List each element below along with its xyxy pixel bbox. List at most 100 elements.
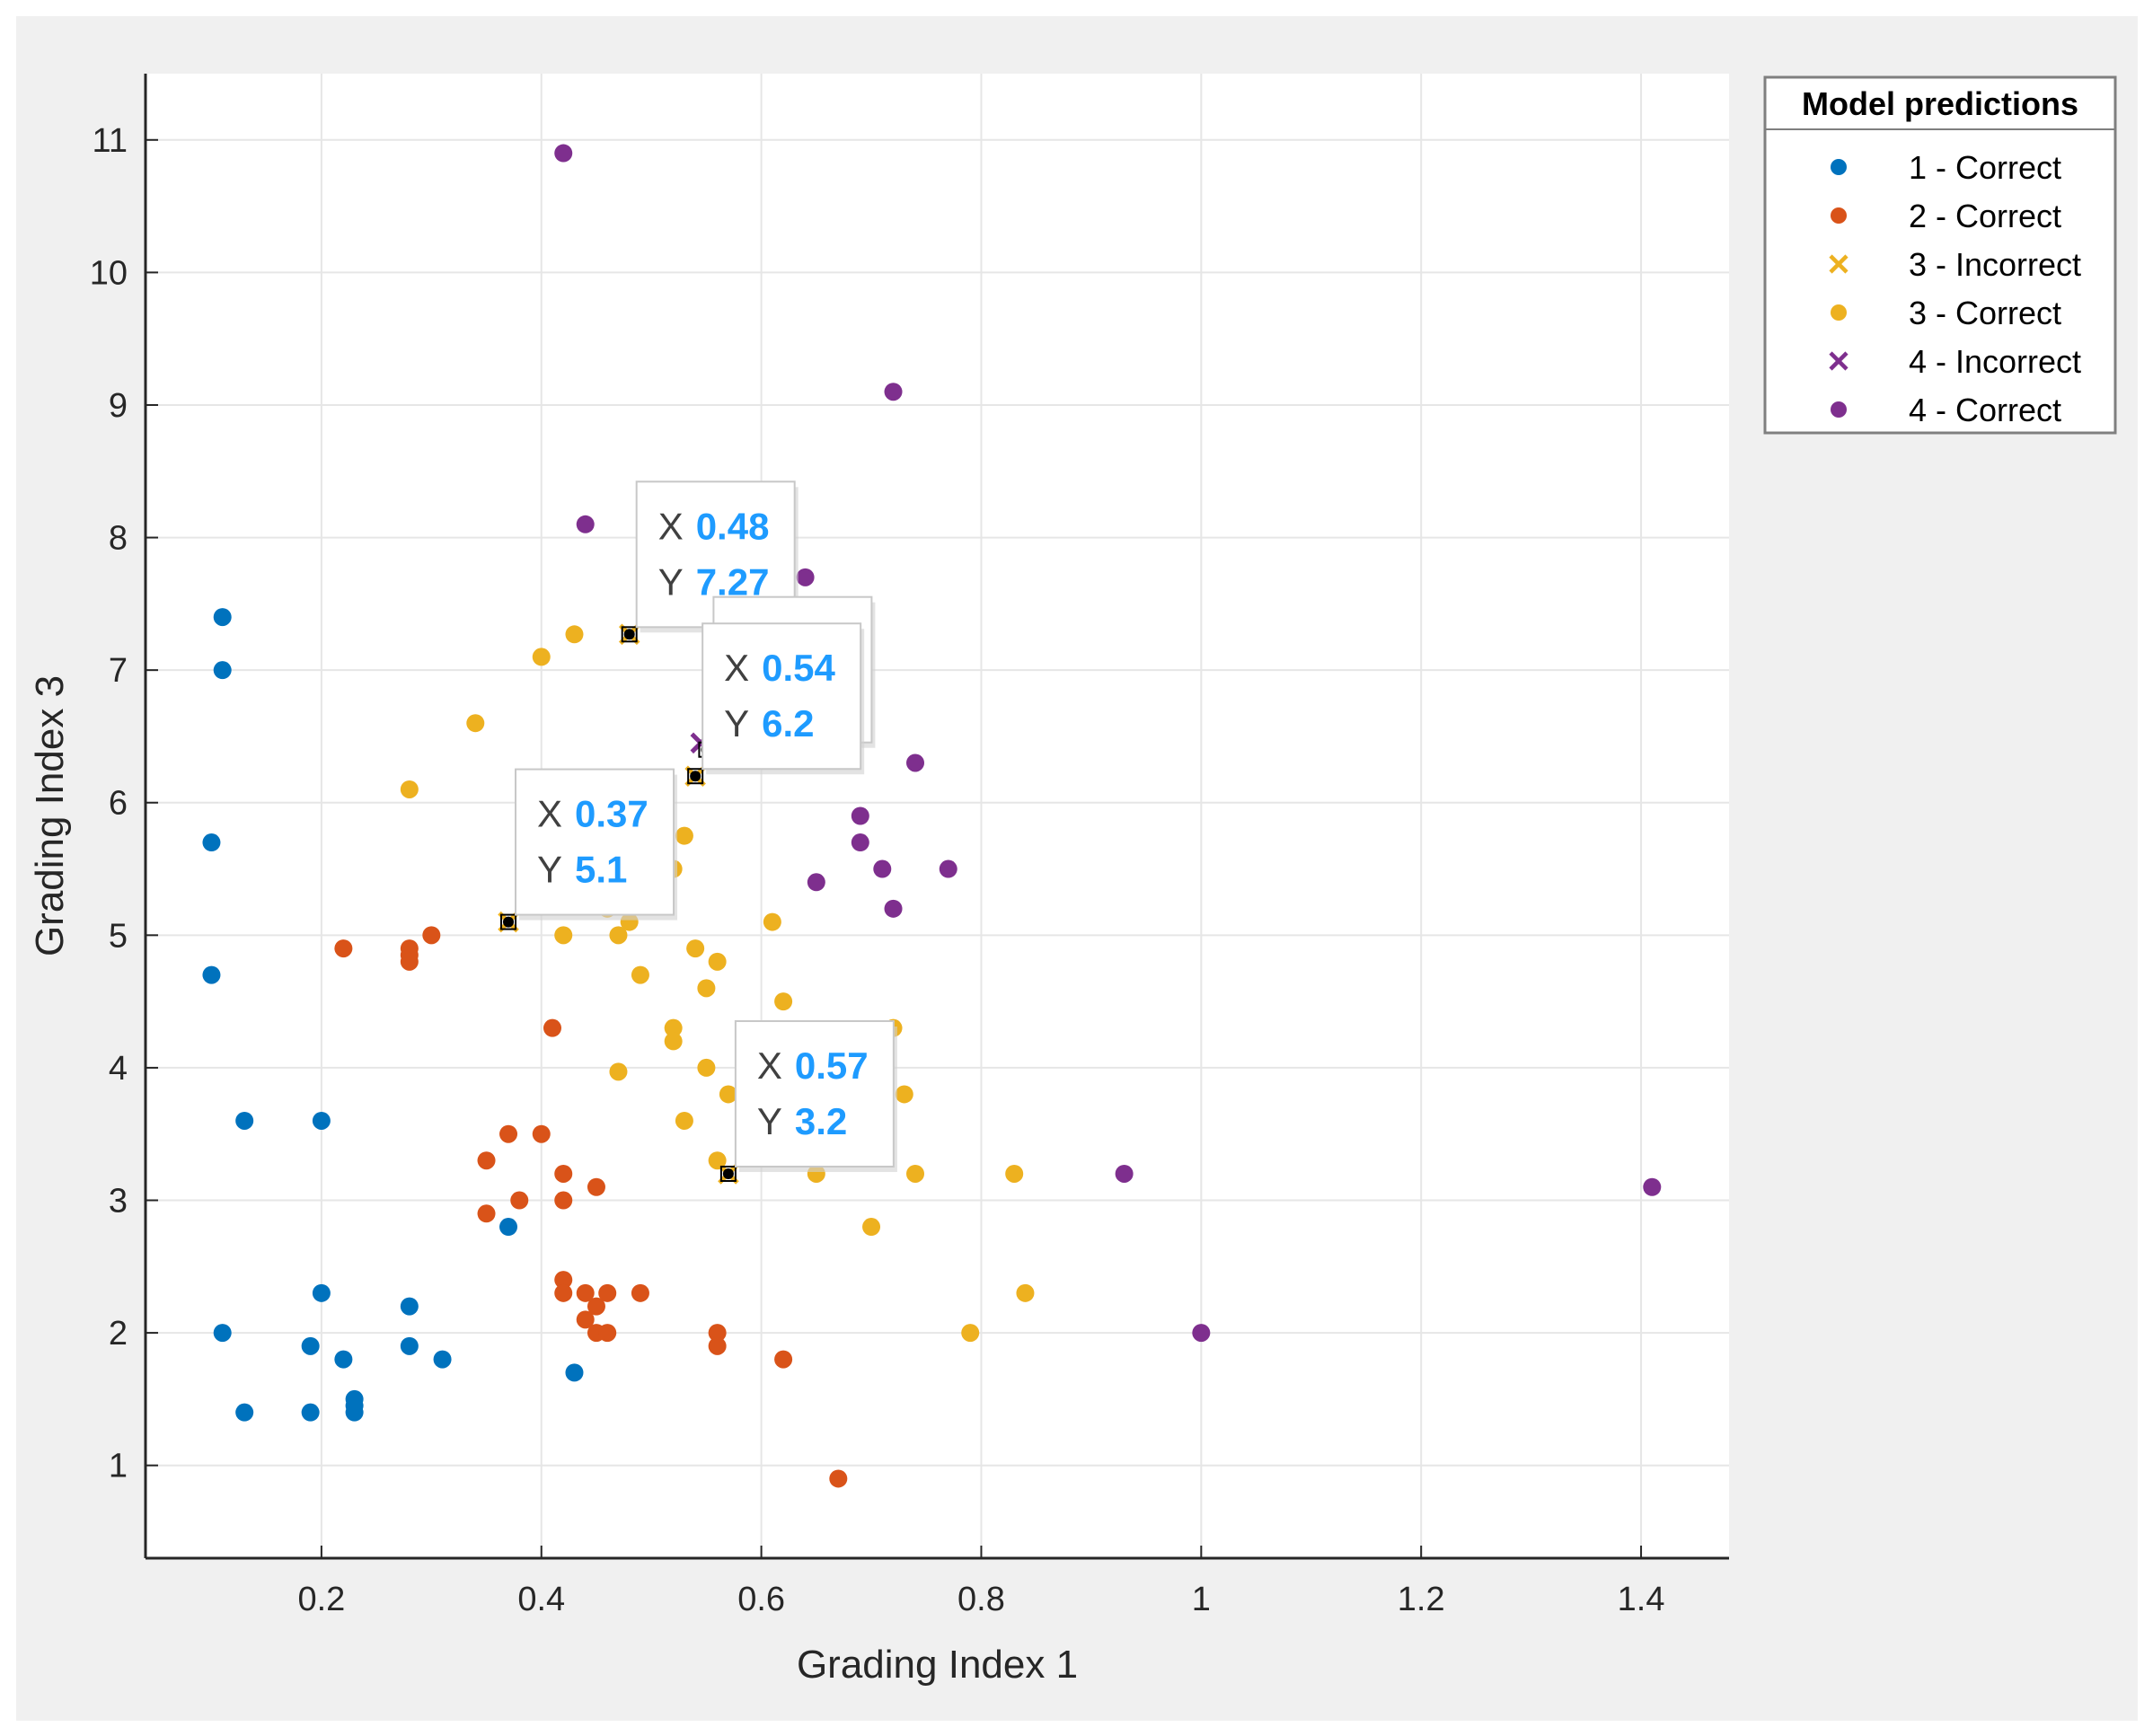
point-3-correct[interactable] [697, 979, 716, 998]
legend-marker[interactable] [1831, 159, 1847, 175]
point-3-correct[interactable] [1016, 1283, 1035, 1302]
point-3-correct[interactable] [708, 1151, 727, 1170]
point-2-correct[interactable] [510, 1191, 529, 1210]
point-4-correct[interactable] [796, 568, 815, 586]
datatip[interactable]: X 0.57 Y 3.2 [719, 1019, 897, 1182]
point-4-correct[interactable] [1115, 1164, 1134, 1183]
point-2-correct[interactable] [598, 1283, 617, 1302]
point-3-correct[interactable] [686, 939, 705, 958]
point-4-correct[interactable] [807, 873, 825, 892]
point-1-correct[interactable] [312, 1111, 331, 1130]
point-4-correct[interactable] [851, 833, 869, 852]
point-4-correct[interactable] [884, 899, 903, 918]
point-3-correct[interactable] [675, 826, 693, 845]
point-2-correct[interactable] [631, 1283, 649, 1302]
point-1-correct[interactable] [334, 1350, 353, 1369]
point-2-correct[interactable] [708, 1324, 727, 1343]
point-2-correct[interactable] [576, 1283, 595, 1302]
point-4-correct[interactable] [1643, 1177, 1662, 1196]
point-1-correct[interactable] [213, 1324, 232, 1343]
point-3-correct[interactable] [906, 1164, 925, 1183]
point-1-correct[interactable] [202, 833, 221, 852]
point-3-correct[interactable] [664, 1032, 683, 1051]
point-1-correct[interactable] [312, 1283, 331, 1302]
point-2-correct[interactable] [554, 1191, 573, 1210]
point-4-correct[interactable] [576, 515, 595, 533]
point-1-correct[interactable] [565, 1363, 584, 1382]
point-3-correct[interactable] [675, 1111, 693, 1130]
point-1-correct[interactable] [202, 965, 221, 984]
point-2-correct[interactable] [477, 1151, 496, 1170]
legend-marker[interactable] [1831, 207, 1847, 224]
point-3-correct[interactable] [708, 952, 727, 971]
point-2-correct[interactable] [598, 1324, 617, 1343]
point-2-correct[interactable] [829, 1469, 848, 1488]
point-2-correct[interactable] [587, 1177, 605, 1196]
legend-entry[interactable]: 2 - Correct [1831, 198, 2061, 234]
point-1-correct[interactable] [213, 661, 232, 680]
point-3-correct[interactable] [609, 926, 628, 945]
point-3-correct[interactable] [631, 965, 649, 984]
point-4-correct[interactable] [851, 806, 869, 825]
point-4-correct[interactable] [873, 859, 892, 878]
point-2-correct[interactable] [532, 1124, 551, 1143]
point-1-correct[interactable] [301, 1403, 320, 1422]
plot-area[interactable] [146, 74, 1729, 1558]
point-3-correct[interactable] [697, 1058, 716, 1077]
point-3-correct[interactable] [719, 1085, 737, 1104]
point-1-correct[interactable] [301, 1336, 320, 1355]
datatip[interactable]: X 0.37 Y 5.1 [500, 768, 678, 930]
legend-entry[interactable]: 1 - Correct [1831, 149, 2061, 186]
point-3-correct[interactable] [400, 780, 419, 798]
point-2-correct[interactable] [422, 926, 441, 945]
point-3-correct[interactable] [774, 992, 793, 1011]
point-4-correct[interactable] [906, 753, 925, 772]
point-2-correct[interactable] [543, 1018, 561, 1037]
point-4-correct[interactable] [554, 144, 573, 163]
point-4-correct[interactable] [939, 859, 957, 878]
point-3-correct[interactable] [664, 1018, 683, 1037]
legend-marker[interactable] [1831, 401, 1847, 418]
point-1-correct[interactable] [235, 1111, 254, 1130]
point-1-correct[interactable] [400, 1336, 419, 1355]
point-2-correct[interactable] [554, 1271, 573, 1290]
point-1-correct[interactable] [499, 1218, 518, 1237]
point-1-correct[interactable] [345, 1403, 364, 1422]
point-1-correct[interactable] [213, 608, 232, 627]
legend-marker[interactable] [1829, 351, 1849, 371]
point-2-correct[interactable] [400, 952, 419, 971]
point-3-correct[interactable] [862, 1218, 881, 1237]
point-2-correct[interactable] [554, 1164, 573, 1183]
point-3-correct[interactable] [1005, 1164, 1024, 1183]
legend-entry[interactable]: 3 - Incorrect [1829, 246, 2081, 283]
point-2-correct[interactable] [554, 1283, 573, 1302]
point-2-correct[interactable] [334, 939, 353, 958]
point-2-correct[interactable] [576, 1310, 595, 1329]
legend-entry[interactable]: 4 - Correct [1831, 392, 2061, 428]
point-3-correct[interactable] [609, 1062, 628, 1081]
point-1-correct[interactable] [235, 1403, 254, 1422]
legend-entry[interactable]: 4 - Incorrect [1829, 343, 2081, 380]
legend[interactable]: Model predictions 1 - Correct 2 - Correct… [1763, 75, 2117, 435]
point-3-correct[interactable] [763, 912, 781, 931]
legend-marker[interactable] [1829, 254, 1849, 274]
point-1-correct[interactable] [400, 1297, 419, 1316]
point-2-correct[interactable] [477, 1204, 496, 1223]
point-3-correct[interactable] [466, 714, 485, 733]
point-3-correct[interactable] [532, 648, 551, 666]
datatip[interactable]: X 0.54 Y 6.2 [687, 622, 865, 785]
point-2-correct[interactable] [774, 1350, 793, 1369]
point-4-correct[interactable] [1192, 1324, 1211, 1343]
point-2-correct[interactable] [499, 1124, 518, 1143]
point-4-correct[interactable] [884, 383, 903, 401]
point-3-correct[interactable] [961, 1324, 980, 1343]
legend-entry[interactable]: 3 - Correct [1831, 295, 2061, 331]
point-3-correct[interactable] [554, 926, 573, 945]
point-2-correct[interactable] [708, 1336, 727, 1355]
legend-marker[interactable] [1831, 304, 1847, 321]
point-3-correct[interactable] [565, 625, 584, 644]
point-2-correct[interactable] [587, 1297, 605, 1316]
point-1-correct[interactable] [433, 1350, 452, 1369]
